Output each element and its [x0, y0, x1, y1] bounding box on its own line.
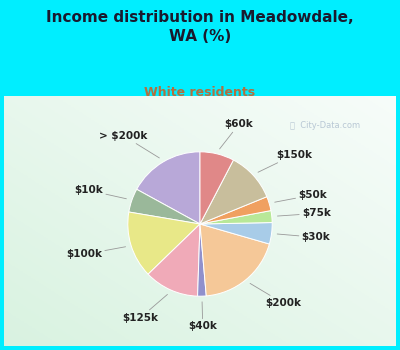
Text: $100k: $100k: [66, 247, 126, 259]
Text: $150k: $150k: [258, 150, 312, 172]
Text: White residents: White residents: [144, 86, 256, 99]
Text: $60k: $60k: [220, 119, 253, 149]
Text: ⓘ  City-Data.com: ⓘ City-Data.com: [290, 121, 360, 130]
Wedge shape: [200, 224, 269, 296]
Wedge shape: [200, 152, 234, 224]
Wedge shape: [128, 212, 200, 274]
Text: $125k: $125k: [122, 294, 168, 323]
Text: $30k: $30k: [277, 232, 330, 242]
Text: Income distribution in Meadowdale,
WA (%): Income distribution in Meadowdale, WA (%…: [46, 10, 354, 44]
Wedge shape: [148, 224, 200, 296]
Text: $75k: $75k: [278, 208, 331, 218]
Wedge shape: [200, 211, 272, 224]
Wedge shape: [129, 189, 200, 224]
Wedge shape: [137, 152, 200, 224]
Text: > $200k: > $200k: [99, 131, 159, 158]
Text: $50k: $50k: [275, 190, 327, 202]
Wedge shape: [200, 197, 271, 224]
Text: $40k: $40k: [188, 302, 217, 331]
Text: $10k: $10k: [74, 186, 126, 199]
Wedge shape: [200, 223, 272, 244]
Text: $200k: $200k: [250, 284, 301, 308]
Wedge shape: [198, 224, 206, 296]
Wedge shape: [200, 160, 267, 224]
